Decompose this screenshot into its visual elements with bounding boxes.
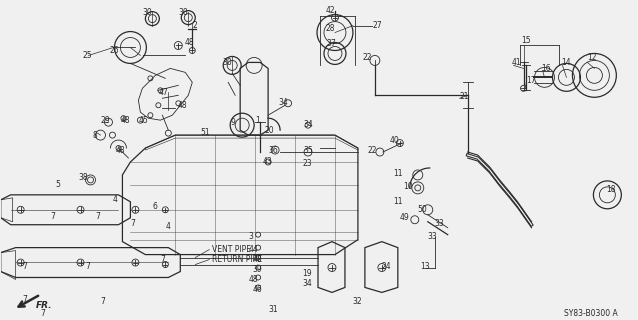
Text: 6: 6 — [152, 202, 157, 211]
Text: 12: 12 — [588, 53, 597, 62]
Text: 24: 24 — [382, 262, 392, 271]
Text: 27: 27 — [373, 21, 383, 30]
Text: 7: 7 — [41, 309, 45, 318]
Text: 7: 7 — [50, 212, 56, 221]
Text: 7: 7 — [100, 297, 105, 306]
Text: 48: 48 — [177, 101, 187, 110]
Text: 11: 11 — [393, 197, 403, 206]
Text: 46: 46 — [252, 285, 262, 294]
Text: 33: 33 — [427, 232, 438, 241]
Text: 48: 48 — [248, 275, 258, 284]
Text: SY83-B0300 A: SY83-B0300 A — [565, 309, 618, 318]
Text: 1: 1 — [255, 116, 260, 125]
Text: 48: 48 — [115, 146, 125, 155]
Text: 23: 23 — [302, 159, 311, 169]
Text: FR.: FR. — [36, 301, 52, 310]
Text: 44: 44 — [248, 245, 258, 254]
Text: 30: 30 — [178, 8, 188, 17]
Text: 43: 43 — [263, 157, 273, 166]
Text: 38: 38 — [78, 173, 88, 182]
Text: 34: 34 — [302, 279, 312, 288]
Text: 48: 48 — [184, 38, 194, 47]
Text: 21: 21 — [460, 92, 469, 101]
Text: 49: 49 — [400, 213, 410, 222]
Text: 28: 28 — [326, 24, 336, 33]
Text: 22: 22 — [363, 53, 373, 62]
Text: 30: 30 — [142, 8, 152, 17]
Text: 22: 22 — [368, 146, 378, 155]
Text: 18: 18 — [606, 185, 616, 194]
Text: 13: 13 — [420, 262, 429, 271]
Text: 30: 30 — [222, 58, 232, 67]
Text: 45: 45 — [138, 116, 148, 125]
Text: 7: 7 — [130, 219, 135, 228]
Text: 4: 4 — [165, 222, 170, 231]
Text: 34: 34 — [278, 98, 288, 107]
Text: 10: 10 — [403, 182, 412, 191]
Text: 11: 11 — [393, 169, 403, 179]
Text: 40: 40 — [390, 136, 399, 145]
Text: 48: 48 — [121, 116, 130, 125]
Text: 7: 7 — [160, 255, 165, 264]
Text: 14: 14 — [561, 58, 571, 67]
Text: 37: 37 — [326, 39, 336, 48]
Text: 7: 7 — [85, 262, 91, 271]
Text: 3: 3 — [248, 232, 253, 241]
Text: 29: 29 — [100, 116, 110, 125]
Text: 25: 25 — [82, 51, 92, 60]
Text: 8: 8 — [93, 131, 97, 140]
Text: 26: 26 — [110, 46, 119, 55]
Text: 4: 4 — [112, 195, 117, 204]
Text: 2: 2 — [192, 21, 197, 30]
Text: 47: 47 — [158, 88, 168, 97]
Text: 17: 17 — [526, 76, 536, 85]
Text: VENT PIPE: VENT PIPE — [212, 245, 251, 254]
Text: 7: 7 — [96, 212, 100, 221]
Text: 36: 36 — [268, 146, 278, 155]
Text: 33: 33 — [434, 219, 445, 228]
Text: 34: 34 — [303, 120, 313, 129]
Text: 7: 7 — [22, 262, 27, 271]
Text: 20: 20 — [264, 126, 274, 135]
Text: 42: 42 — [326, 6, 336, 15]
Text: 39: 39 — [252, 265, 262, 274]
Text: 15: 15 — [521, 36, 531, 45]
Text: 48: 48 — [252, 255, 262, 264]
Text: 35: 35 — [303, 146, 313, 155]
Text: 5: 5 — [56, 180, 61, 189]
Text: 16: 16 — [542, 64, 551, 73]
Text: 32: 32 — [352, 297, 362, 306]
Text: 9: 9 — [230, 118, 235, 127]
Text: 31: 31 — [268, 305, 278, 314]
Text: 51: 51 — [200, 128, 210, 137]
Text: 7: 7 — [22, 295, 27, 304]
Text: 41: 41 — [512, 58, 521, 67]
Text: 50: 50 — [418, 205, 427, 214]
Text: 19: 19 — [302, 269, 311, 278]
Text: RETURN PIPE: RETURN PIPE — [212, 255, 262, 264]
